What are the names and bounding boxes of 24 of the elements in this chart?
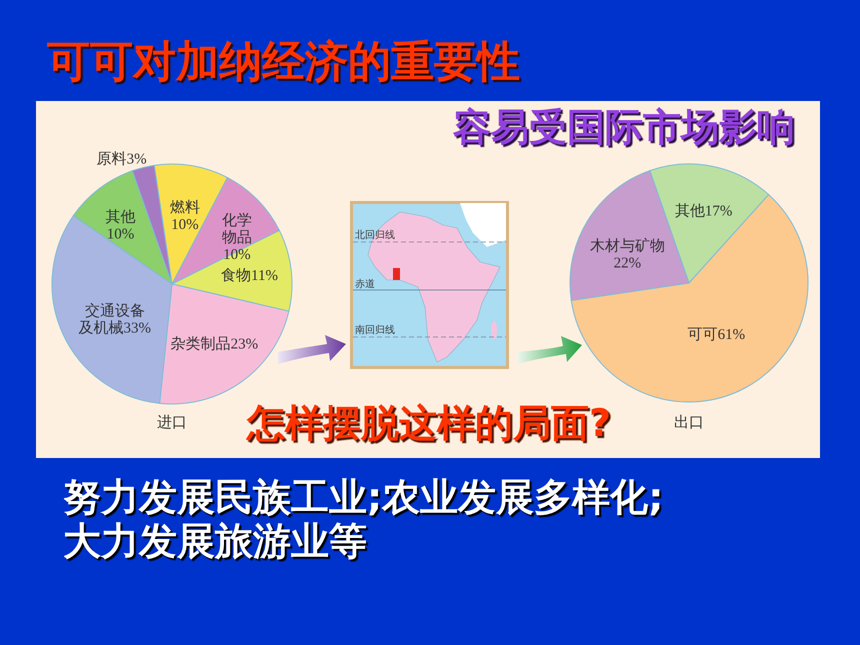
- slice-label: 食物11%: [220, 266, 278, 284]
- data-label: 10%: [106, 226, 134, 242]
- text: 怎样摆脱这样的局面?: [247, 401, 612, 445]
- slice-label: 交通设备及机械33%: [78, 302, 151, 336]
- text: 北回归线: [355, 230, 395, 241]
- text: 大力发展旅游业等: [63, 519, 367, 563]
- slice-label: 其他17%: [675, 202, 733, 220]
- data-label: 10%: [222, 247, 250, 264]
- text: 进口: [156, 414, 187, 431]
- slice-label: 木材与矿物: [590, 237, 666, 254]
- legend-label: 杂类制品23%: [170, 335, 258, 352]
- slice-label: 可可61%: [688, 326, 746, 343]
- text: 努力发展民族工业;农业发展多样化;: [63, 475, 664, 519]
- data-label: 22%: [614, 255, 642, 272]
- slice-label: 其他: [105, 208, 136, 226]
- text: 赤道: [355, 279, 375, 290]
- text: 南回归线: [355, 325, 395, 336]
- text: 容易受国际市场影响: [453, 105, 795, 149]
- slice-label: 燃料: [170, 199, 200, 216]
- text: 可可对加纳经济的重要性: [47, 36, 520, 86]
- slice-label: 原料3%: [96, 150, 146, 168]
- text: 出口: [674, 414, 704, 431]
- slice-label: 化学物品: [222, 212, 252, 246]
- data-label: 10%: [170, 217, 198, 234]
